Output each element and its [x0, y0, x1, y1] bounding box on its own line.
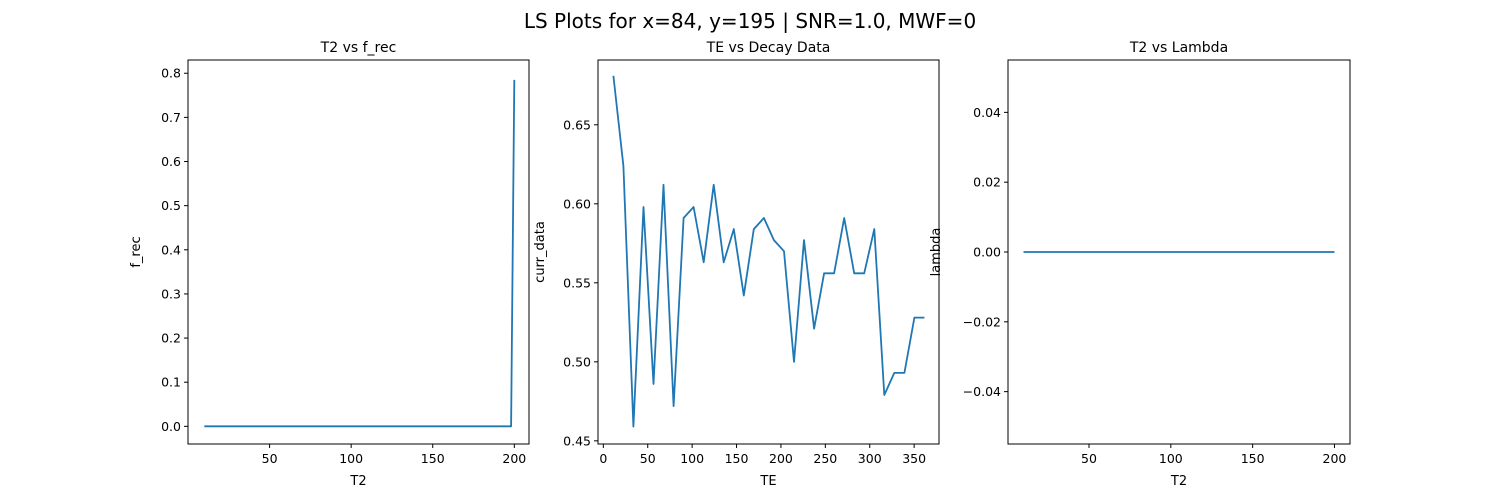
- y-tick-label: 0.04: [973, 105, 1001, 120]
- figure-title: LS Plots for x=84, y=195 | SNR=1.0, MWF=…: [524, 9, 976, 33]
- y-tick-label: 0.02: [973, 175, 1001, 190]
- y-tick-label: −0.04: [963, 384, 1001, 399]
- y-tick-label: 0.65: [563, 117, 591, 132]
- axes-frame: [187, 59, 530, 445]
- x-tick-label: 50: [640, 451, 656, 466]
- y-tick-label: 0.8: [161, 66, 181, 81]
- y-tick-label: 0.5: [161, 198, 181, 213]
- x-tick-label: 100: [680, 451, 704, 466]
- y-tick-label: 0.6: [161, 154, 181, 169]
- series-line: [612, 75, 925, 428]
- x-tick-label: 200: [769, 451, 793, 466]
- y-tick-label: 0.50: [563, 354, 591, 369]
- y-tick-label: −0.02: [963, 314, 1001, 329]
- y-tick-label: 0.45: [563, 433, 591, 448]
- y-axis-label: f_rec: [129, 236, 144, 267]
- y-axis-label: lambda: [929, 228, 944, 277]
- series-line: [204, 79, 516, 428]
- x-axis-label: T2: [349, 474, 366, 489]
- x-tick-label: 200: [1323, 451, 1347, 466]
- panel-t2-vs-lambda: T2 vs Lambda T2 lambda 50 100 150 200 −0.04 −…: [929, 40, 1351, 489]
- x-tick-label: 350: [902, 451, 926, 466]
- panel-title: T2 vs f_rec: [320, 40, 397, 56]
- x-tick-label: 300: [858, 451, 882, 466]
- x-tick-label: 150: [421, 451, 445, 466]
- y-tick-label: 0.4: [161, 242, 181, 257]
- x-tick-label: 100: [1159, 451, 1183, 466]
- x-tick-label: 50: [262, 451, 278, 466]
- panel-te-vs-decay: TE vs Decay Data TE curr_data 0 50 100 150 2…: [533, 40, 940, 489]
- x-tick-label: 150: [1241, 451, 1265, 466]
- x-axis-label: TE: [759, 474, 776, 489]
- panel-title: T2 vs Lambda: [1129, 40, 1228, 56]
- x-tick-label: 200: [502, 451, 526, 466]
- y-tick-label: 0.00: [973, 245, 1001, 260]
- axes-frame: [597, 59, 940, 445]
- x-tick-label: 250: [813, 451, 837, 466]
- y-tick-label: 0.0: [161, 419, 181, 434]
- y-tick-label: 0.3: [161, 286, 181, 301]
- x-tick-label: 50: [1081, 451, 1097, 466]
- x-axis-label: T2: [1170, 474, 1187, 489]
- panel-t2-vs-frec: T2 vs f_rec T2 f_rec 50 100 150 200 0.0 0.1 0.…: [129, 40, 530, 489]
- x-tick-label: 100: [339, 451, 363, 466]
- y-tick-label: 0.60: [563, 196, 591, 211]
- x-tick-label: 0: [599, 451, 607, 466]
- y-tick-label: 0.2: [161, 331, 181, 346]
- y-axis-label: curr_data: [533, 221, 548, 283]
- panel-title: TE vs Decay Data: [706, 40, 831, 56]
- x-tick-label: 150: [725, 451, 749, 466]
- y-tick-label: 0.55: [563, 275, 591, 290]
- y-tick-label: 0.7: [161, 110, 181, 125]
- y-tick-label: 0.1: [161, 375, 181, 390]
